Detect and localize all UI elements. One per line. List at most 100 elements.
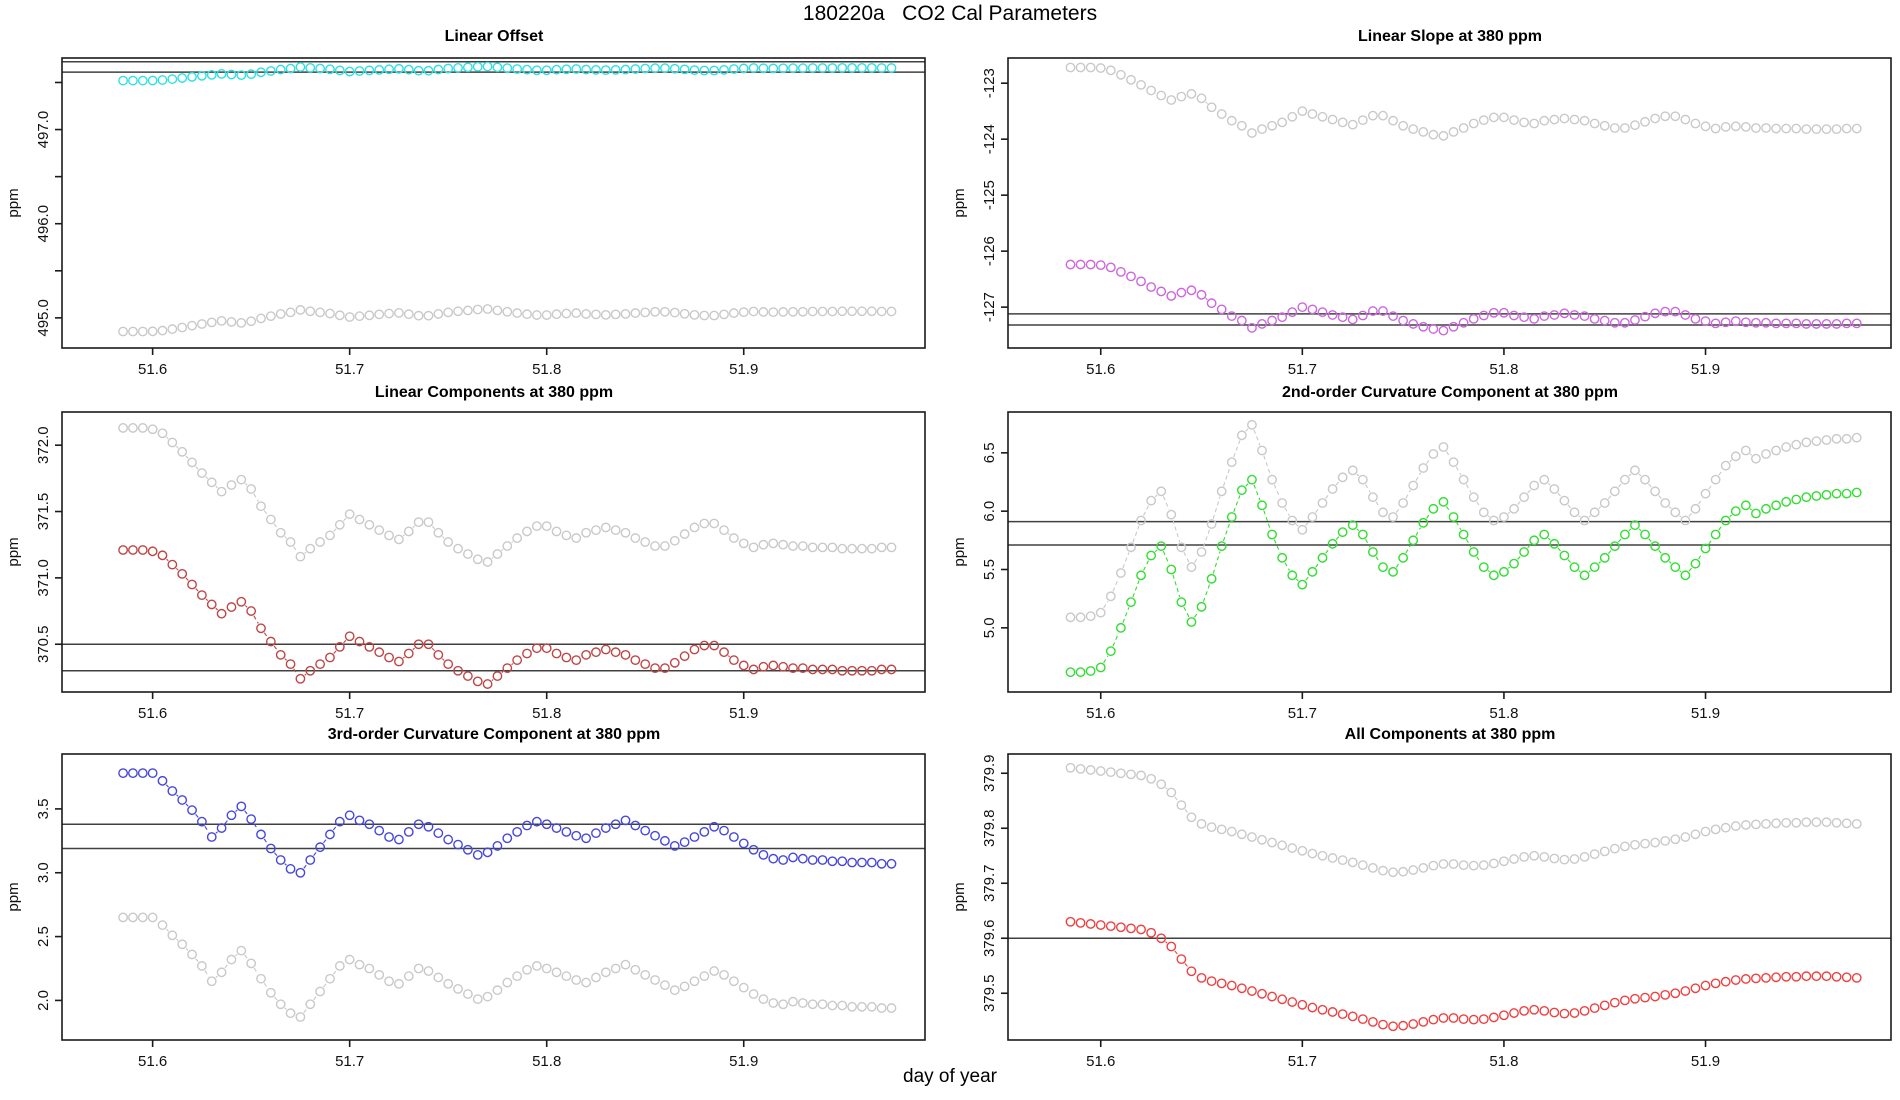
data-point-blue (522, 820, 532, 831)
data-point-gray (778, 999, 789, 1010)
data-point-gray (1569, 854, 1580, 864)
data-point-gray (344, 509, 355, 520)
series-connector (1455, 466, 1462, 476)
data-point-green (1327, 538, 1338, 549)
data-point-gray (295, 1012, 306, 1022)
data-point-gray (748, 542, 759, 553)
y-tick-label: 379.7 (981, 864, 998, 902)
data-point-magenta (1751, 317, 1761, 328)
data-point-darkred (492, 671, 503, 681)
data-point-gray (581, 309, 592, 319)
series-connector (431, 525, 435, 530)
data-point-magenta (1327, 310, 1338, 320)
data-point-cyan (866, 62, 877, 73)
data-point-gray (1347, 465, 1358, 476)
data-point-gray (1115, 568, 1126, 578)
x-tick-label: 51.9 (1691, 361, 1720, 378)
data-point-gray (620, 959, 631, 970)
data-point-gray (1196, 818, 1207, 829)
data-point-gray (196, 319, 207, 329)
series-connector (204, 825, 210, 833)
data-point-gray (788, 996, 798, 1007)
data-point-gray (482, 991, 493, 1002)
data-point-gray (857, 1001, 867, 1012)
series-connector (1578, 515, 1581, 518)
data-point-gray (256, 501, 266, 512)
data-point-gray (325, 308, 335, 319)
data-point-gray (1196, 547, 1207, 557)
data-point-magenta (1619, 317, 1630, 328)
data-point-green (1781, 496, 1792, 507)
data-point-gray (1630, 465, 1640, 476)
x-tick-label: 51.9 (729, 705, 758, 722)
data-point-gray (502, 977, 513, 988)
data-point-gray (1367, 492, 1378, 503)
data-point-green (1146, 550, 1157, 561)
series-connector (1446, 451, 1451, 458)
data-point-red (1569, 1008, 1580, 1018)
series-connector (303, 1008, 308, 1013)
data-point-red (1801, 971, 1812, 982)
data-point-red (1267, 991, 1277, 1002)
data-point-darkred (315, 659, 326, 670)
data-point-cyan (512, 64, 523, 74)
data-point-green (1216, 541, 1227, 552)
data-point-gray (1378, 110, 1388, 121)
data-point-green (1105, 646, 1116, 657)
data-point-magenta (1509, 310, 1519, 321)
data-point-red (1781, 971, 1792, 982)
data-point-cyan (443, 63, 454, 74)
data-point-cyan (295, 62, 306, 72)
data-point-blue (413, 819, 424, 830)
data-point-darkred (403, 648, 414, 659)
data-point-blue (325, 829, 335, 840)
data-point-gray (1488, 112, 1499, 123)
data-point-gray (1398, 866, 1409, 877)
data-point-gray (1418, 862, 1429, 873)
data-point-gray (354, 514, 365, 525)
data-point-gray (1801, 817, 1812, 828)
series-connector (1305, 575, 1310, 581)
x-axis-title: day of year (903, 1066, 997, 1087)
series-connector (1356, 473, 1360, 477)
x-tick-label: 51.7 (335, 361, 364, 378)
data-point-red (1529, 1004, 1540, 1015)
data-point-gray (1206, 102, 1217, 113)
data-point-gray (157, 428, 168, 439)
data-point-gray (1579, 115, 1590, 126)
data-point-gray (689, 522, 700, 533)
data-point-magenta (1549, 310, 1560, 320)
data-point-magenta (1730, 316, 1741, 327)
data-point-gray (1105, 65, 1116, 76)
data-point-magenta (1458, 317, 1469, 328)
data-point-blue (817, 855, 828, 865)
data-point-gray (1126, 542, 1136, 553)
data-point-cyan (876, 63, 887, 73)
data-point-gray (1680, 114, 1691, 125)
data-point-gray (1317, 850, 1328, 861)
series-connector (166, 436, 169, 440)
series-connector (1365, 538, 1371, 548)
data-point-cyan (334, 65, 345, 76)
data-point-blue (600, 823, 611, 833)
data-point-gray (1136, 79, 1146, 90)
data-point-gray (275, 527, 286, 538)
series-connector (1284, 562, 1290, 571)
data-point-gray (561, 308, 572, 319)
data-point-gray (1448, 859, 1459, 869)
data-point-magenta (1559, 308, 1570, 319)
data-point-gray (1458, 474, 1469, 485)
data-point-blue (374, 825, 385, 836)
series-connector (175, 567, 179, 571)
data-point-magenta (1539, 311, 1550, 321)
data-point-red (1398, 1020, 1409, 1031)
data-point-cyan (167, 74, 178, 84)
data-point-gray (403, 971, 414, 982)
series-connector (166, 558, 169, 562)
data-point-gray (719, 969, 729, 980)
data-point-gray (1156, 90, 1167, 101)
data-point-cyan (551, 64, 562, 75)
data-point-gray (1559, 495, 1570, 506)
data-point-gray (1257, 445, 1267, 456)
data-point-gray (394, 534, 404, 545)
